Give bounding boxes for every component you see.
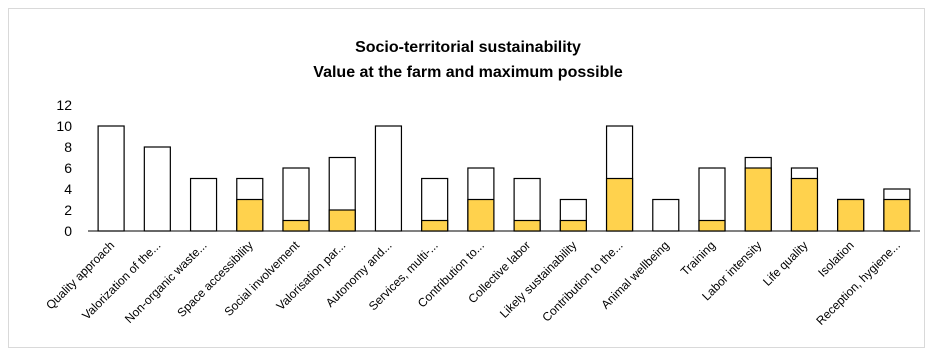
y-tick-label: 10 bbox=[56, 118, 72, 134]
bar-farm bbox=[883, 198, 911, 232]
bar-maximum bbox=[652, 198, 680, 232]
x-tick-label: Non-organic waste... bbox=[122, 238, 210, 326]
bar-farm bbox=[698, 219, 726, 232]
x-tick-label: Contribution to the... bbox=[539, 238, 625, 324]
bar-farm bbox=[513, 219, 541, 232]
y-tick-label: 12 bbox=[56, 97, 72, 113]
bar-farm bbox=[837, 198, 865, 232]
x-tick-label: Valorization of the... bbox=[79, 238, 163, 322]
x-tick-label: Isolation bbox=[815, 238, 857, 280]
y-tick-label: 0 bbox=[64, 223, 72, 239]
y-tick-label: 2 bbox=[64, 202, 72, 218]
bar-maximum bbox=[374, 125, 403, 232]
x-tick-label: Likely sustainability bbox=[497, 238, 580, 321]
y-tick-label: 8 bbox=[64, 139, 72, 155]
x-tick-label: Reception, hygiene... bbox=[813, 238, 903, 328]
bar-farm bbox=[467, 198, 495, 232]
bar-maximum bbox=[189, 177, 218, 232]
bar-farm bbox=[790, 177, 819, 232]
y-tick-label: 6 bbox=[64, 160, 72, 176]
x-tick-label: Training bbox=[678, 238, 718, 278]
bar-farm bbox=[282, 219, 310, 232]
bar-farm bbox=[328, 209, 356, 232]
bar-farm bbox=[744, 167, 772, 232]
bar-farm bbox=[421, 219, 449, 232]
bars bbox=[97, 125, 911, 232]
bar-farm bbox=[605, 177, 634, 232]
chart-title-line-2: Value at the farm and maximum possible bbox=[313, 64, 623, 81]
y-tick-label: 4 bbox=[64, 181, 72, 197]
chart-title-line-1: Socio-territorial sustainability bbox=[355, 39, 581, 56]
bar-maximum bbox=[143, 146, 171, 232]
x-tick-label: Life quality bbox=[760, 238, 810, 288]
bar-farm bbox=[236, 198, 264, 232]
y-axis: 0 2 4 6 8 10 12 bbox=[56, 97, 72, 239]
bar-farm bbox=[559, 219, 587, 232]
bar-maximum bbox=[97, 125, 125, 232]
